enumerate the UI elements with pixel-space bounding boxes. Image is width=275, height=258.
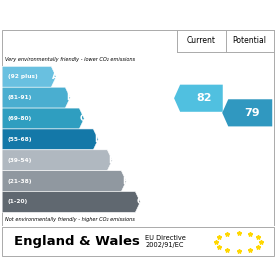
Text: (55-68): (55-68) (8, 137, 32, 142)
Text: (92 plus): (92 plus) (8, 74, 37, 79)
Text: Environmental Impact (CO₂) Rating: Environmental Impact (CO₂) Rating (21, 9, 254, 22)
Polygon shape (2, 87, 70, 108)
Text: Potential: Potential (233, 36, 266, 45)
Text: Current: Current (187, 36, 216, 45)
Polygon shape (2, 150, 112, 171)
Polygon shape (2, 66, 56, 87)
Text: 79: 79 (245, 108, 260, 118)
Text: (81-91): (81-91) (8, 95, 32, 100)
Text: F: F (122, 177, 128, 186)
Text: G: G (136, 197, 143, 206)
Polygon shape (2, 108, 84, 129)
Text: (69-80): (69-80) (8, 116, 32, 121)
Text: E: E (108, 156, 114, 165)
Text: D: D (94, 135, 101, 144)
Polygon shape (2, 171, 126, 191)
Text: (21-38): (21-38) (8, 179, 32, 184)
Text: A: A (52, 72, 59, 81)
Polygon shape (222, 99, 272, 126)
Polygon shape (2, 191, 140, 212)
Text: England & Wales: England & Wales (14, 235, 140, 248)
Text: (1-20): (1-20) (8, 199, 28, 205)
Text: C: C (80, 114, 86, 123)
Polygon shape (2, 129, 98, 150)
Text: Very environmentally friendly - lower CO₂ emissions: Very environmentally friendly - lower CO… (5, 57, 135, 62)
Text: Not environmentally friendly - higher CO₂ emissions: Not environmentally friendly - higher CO… (5, 217, 135, 222)
Text: EU Directive
2002/91/EC: EU Directive 2002/91/EC (145, 235, 185, 248)
Text: B: B (66, 93, 73, 102)
Text: (39-54): (39-54) (8, 158, 32, 163)
Polygon shape (174, 85, 223, 112)
Text: 82: 82 (196, 93, 211, 103)
